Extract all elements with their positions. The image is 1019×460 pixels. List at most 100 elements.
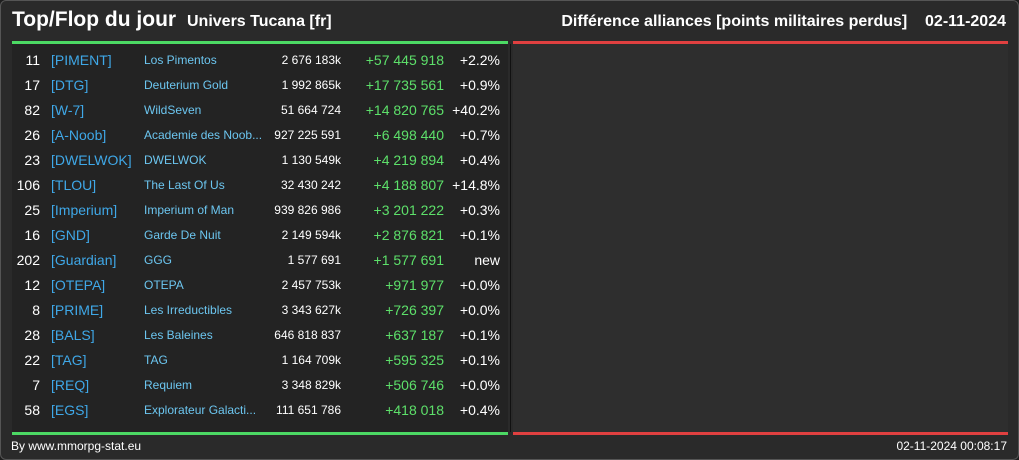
percent-change: +0.0% xyxy=(459,277,500,293)
top-accent-bar-bottom xyxy=(12,432,508,435)
table-row: 22 [TAG] TAG 1 164 709k +595 325 +0.1% xyxy=(12,348,508,373)
table-row: 23 [DWELWOK] DWELWOK 1 130 549k +4 219 894 +0… xyxy=(12,148,508,173)
alliance-tag-link[interactable]: [W-7] xyxy=(51,102,85,118)
percent-change: +0.0% xyxy=(459,302,500,318)
alliance-points: 2 457 753k xyxy=(281,278,341,292)
alliance-name-link[interactable]: Imperium of Man xyxy=(144,203,235,217)
percent-change: +0.1% xyxy=(459,352,500,368)
alliance-points: 2 676 183k xyxy=(281,53,341,67)
points-difference: +418 018 xyxy=(385,402,444,418)
points-difference: +2 876 821 xyxy=(373,227,444,243)
alliance-rank: 26 xyxy=(24,127,40,143)
alliance-tag-link[interactable]: [Guardian] xyxy=(51,252,117,268)
alliance-name-link[interactable]: Los Pimentos xyxy=(144,53,217,67)
alliance-tag-link[interactable]: [GND] xyxy=(51,227,90,243)
alliance-tag-link[interactable]: [BALS] xyxy=(51,327,95,343)
alliance-points: 1 577 691 xyxy=(287,253,341,267)
ranking-title: Différence alliances [points militaires … xyxy=(561,13,1006,31)
percent-change: +0.3% xyxy=(459,202,500,218)
alliance-points: 2 149 594k xyxy=(281,228,341,242)
percent-change: +0.0% xyxy=(459,377,500,393)
table-row: 106 [TLOU] The Last Of Us 32 430 242 +4 188 … xyxy=(12,173,508,198)
percent-change: +0.1% xyxy=(459,227,500,243)
table-row: 58 [EGS] Explorateur Galacti... 111 651 786… xyxy=(12,398,508,423)
alliance-tag-link[interactable]: [DWELWOK] xyxy=(51,152,132,168)
alliance-tag-link[interactable]: [Imperium] xyxy=(51,202,118,218)
alliance-tag-link[interactable]: [PIMENT] xyxy=(51,52,112,68)
points-difference: +4 219 894 xyxy=(373,152,444,168)
alliance-name-link[interactable]: Les Irreductibles xyxy=(144,303,233,317)
top-accent-bar xyxy=(12,41,508,44)
alliance-points: 646 818 837 xyxy=(274,328,341,342)
alliance-tag-link[interactable]: [EGS] xyxy=(51,402,89,418)
ranking-type: Différence alliances [points militaires … xyxy=(561,13,908,30)
points-difference: +17 735 561 xyxy=(365,77,444,93)
alliance-name-link[interactable]: Academie des Noob... xyxy=(144,128,263,142)
alliance-tag-link[interactable]: [TAG] xyxy=(51,352,87,368)
alliance-tag-link[interactable]: [A-Noob] xyxy=(51,127,107,143)
percent-change: +0.7% xyxy=(459,127,500,143)
flop-accent-bar-bottom xyxy=(513,432,1008,435)
percent-change: +0.4% xyxy=(459,402,500,418)
alliance-name-link[interactable]: TAG xyxy=(144,353,168,367)
percent-change: +2.2% xyxy=(459,52,500,68)
points-difference: +726 397 xyxy=(385,302,444,318)
percent-change: +40.2% xyxy=(452,102,500,118)
table-row: 7 [REQ] Requiem 3 348 829k +506 746 +0.0% xyxy=(12,373,508,398)
alliance-name-link[interactable]: Explorateur Galacti... xyxy=(144,403,257,417)
points-difference: +6 498 440 xyxy=(373,127,444,143)
alliance-points: 1 992 865k xyxy=(281,78,341,92)
alliance-rank: 23 xyxy=(24,152,40,168)
points-difference: +506 746 xyxy=(385,377,444,393)
alliance-name-link[interactable]: DWELWOK xyxy=(144,153,207,167)
panel-divider xyxy=(510,44,511,432)
percent-change: +0.9% xyxy=(459,77,500,93)
alliance-rank: 17 xyxy=(24,77,40,93)
alliance-points: 3 348 829k xyxy=(281,378,341,392)
alliance-points: 927 225 591 xyxy=(274,128,341,142)
points-difference: +595 325 xyxy=(385,352,444,368)
alliance-name-link[interactable]: Requiem xyxy=(144,378,193,392)
alliance-tag-link[interactable]: [REQ] xyxy=(51,377,90,393)
alliance-points: 1 130 549k xyxy=(281,153,341,167)
footer-credit-link[interactable]: By www.mmorpg-stat.eu xyxy=(11,439,142,453)
flop-accent-bar xyxy=(513,41,1008,44)
alliance-tag-link[interactable]: [DTG] xyxy=(51,77,89,93)
alliance-rank: 8 xyxy=(32,302,40,318)
alliance-rank: 16 xyxy=(24,227,40,243)
table-row: 11 [PIMENT] Los Pimentos 2 676 183k +57 445 … xyxy=(12,48,508,73)
alliance-name-link[interactable]: GGG xyxy=(144,253,173,267)
table-row: 25 [Imperium] Imperium of Man 939 826 986 +3… xyxy=(12,198,508,223)
alliance-points: 3 343 627k xyxy=(281,303,341,317)
alliance-rank: 202 xyxy=(16,252,40,268)
universe-label: Univers Tucana [fr] xyxy=(187,13,332,30)
percent-change: +14.8% xyxy=(452,177,500,193)
alliance-name-link[interactable]: Les Baleines xyxy=(144,328,213,342)
points-difference: +637 187 xyxy=(385,327,444,343)
page-title: Top/Flop du jour xyxy=(12,8,177,31)
alliance-name-link[interactable]: WildSeven xyxy=(144,103,202,117)
percent-change: +0.4% xyxy=(459,152,500,168)
flop-list xyxy=(513,44,1008,432)
alliance-rank: 82 xyxy=(24,102,40,118)
alliance-tag-link[interactable]: [PRIME] xyxy=(51,302,104,318)
table-row: 8 [PRIME] Les Irreductibles 3 343 627k +726 … xyxy=(12,298,508,323)
alliance-rank: 28 xyxy=(24,327,40,343)
percent-change: new xyxy=(474,252,500,268)
ranking-date: 02-11-2024 xyxy=(925,13,1006,30)
alliance-points: 939 826 986 xyxy=(274,203,341,217)
alliance-rank: 58 xyxy=(24,402,40,418)
alliance-name-link[interactable]: Deuterium Gold xyxy=(144,78,229,92)
alliance-tag-link[interactable]: [TLOU] xyxy=(51,177,97,193)
alliance-name-link[interactable]: Garde De Nuit xyxy=(144,228,221,242)
alliance-rank: 22 xyxy=(24,352,40,368)
points-difference: +971 977 xyxy=(385,277,444,293)
alliance-tag-link[interactable]: [OTEPA] xyxy=(51,277,106,293)
alliance-name-link[interactable]: The Last Of Us xyxy=(144,178,225,192)
header: Top/Flop du jour Univers Tucana [fr] Dif… xyxy=(1,1,1018,41)
alliance-rank: 25 xyxy=(24,202,40,218)
table-row: 17 [DTG] Deuterium Gold 1 992 865k +17 735 5… xyxy=(12,73,508,98)
alliance-name-link[interactable]: OTEPA xyxy=(144,278,184,292)
top-list: 11 [PIMENT] Los Pimentos 2 676 183k +57 445 … xyxy=(12,44,508,432)
